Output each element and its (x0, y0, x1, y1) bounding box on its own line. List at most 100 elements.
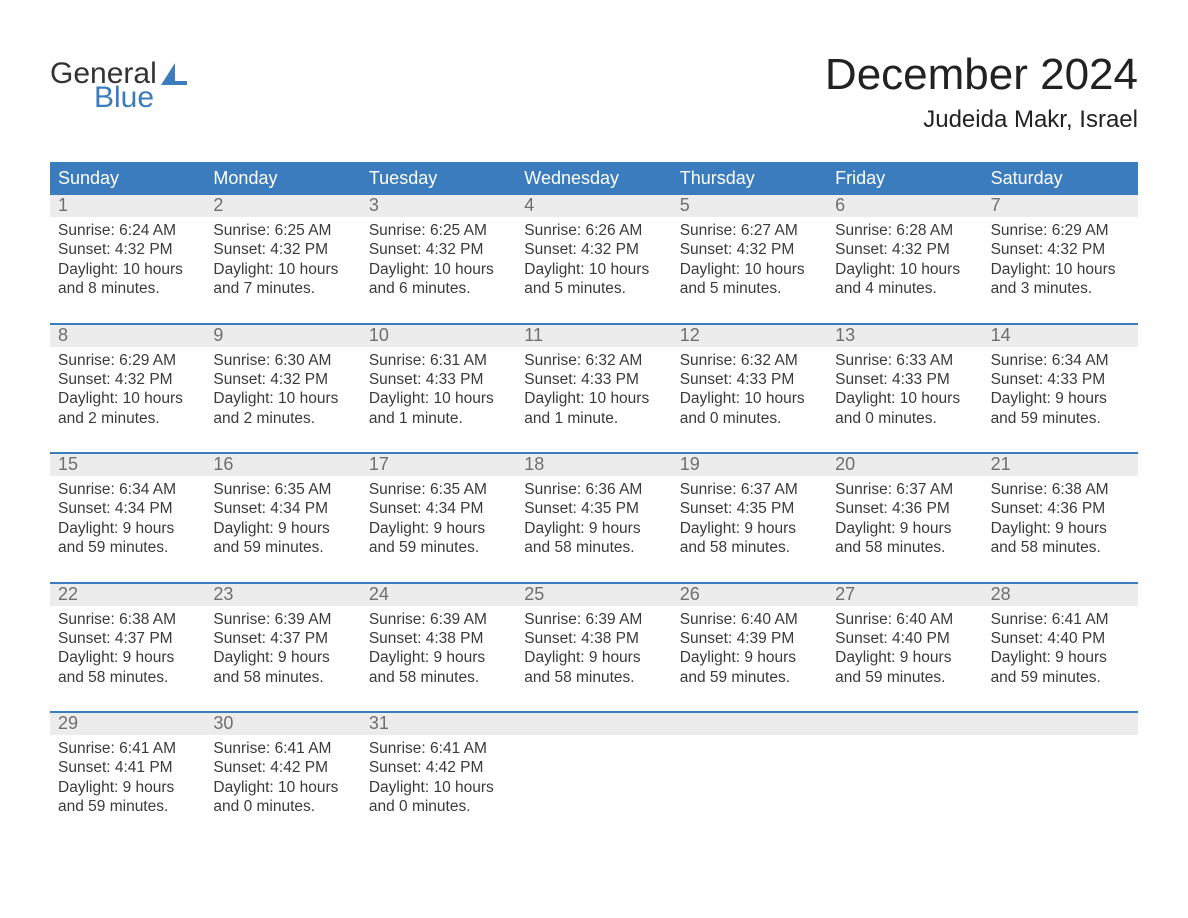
daylight-line2: and 5 minutes. (524, 279, 663, 298)
day-cell: Sunrise: 6:35 AMSunset: 4:34 PMDaylight:… (361, 476, 516, 564)
daylight-line1: Daylight: 9 hours (835, 648, 974, 667)
daylight-line1: Daylight: 10 hours (835, 260, 974, 279)
daylight-line1: Daylight: 10 hours (524, 389, 663, 408)
sunset: Sunset: 4:33 PM (524, 370, 663, 389)
sunrise: Sunrise: 6:37 AM (835, 480, 974, 499)
month-title: December 2024 (825, 50, 1138, 100)
daylight-line2: and 8 minutes. (58, 279, 197, 298)
daylight-line1: Daylight: 10 hours (369, 778, 508, 797)
daylight-line2: and 58 minutes. (369, 668, 508, 687)
sunrise: Sunrise: 6:31 AM (369, 351, 508, 370)
daylight-line1: Daylight: 9 hours (58, 778, 197, 797)
daylight-line1: Daylight: 9 hours (991, 519, 1130, 538)
day-number (516, 713, 671, 735)
day-number: 19 (672, 454, 827, 476)
daylight-line1: Daylight: 9 hours (991, 389, 1130, 408)
day-number: 11 (516, 325, 671, 347)
day-cell: Sunrise: 6:40 AMSunset: 4:39 PMDaylight:… (672, 606, 827, 694)
daylight-line2: and 59 minutes. (58, 797, 197, 816)
day-cell: Sunrise: 6:41 AMSunset: 4:41 PMDaylight:… (50, 735, 205, 823)
day-cell: Sunrise: 6:29 AMSunset: 4:32 PMDaylight:… (983, 217, 1138, 305)
day-number: 10 (361, 325, 516, 347)
day-cell: Sunrise: 6:30 AMSunset: 4:32 PMDaylight:… (205, 347, 360, 435)
day-cell: Sunrise: 6:41 AMSunset: 4:42 PMDaylight:… (205, 735, 360, 823)
daylight-line1: Daylight: 10 hours (58, 389, 197, 408)
day-number: 2 (205, 195, 360, 217)
sunrise: Sunrise: 6:38 AM (991, 480, 1130, 499)
sunset: Sunset: 4:36 PM (991, 499, 1130, 518)
day-cell: Sunrise: 6:37 AMSunset: 4:36 PMDaylight:… (827, 476, 982, 564)
calendar-page: General Blue December 2024 Judeida Makr,… (0, 0, 1188, 918)
day-cell: Sunrise: 6:37 AMSunset: 4:35 PMDaylight:… (672, 476, 827, 564)
day-number: 21 (983, 454, 1138, 476)
daylight-line2: and 59 minutes. (369, 538, 508, 557)
day-number: 30 (205, 713, 360, 735)
daylight-line2: and 59 minutes. (680, 668, 819, 687)
daylight-line1: Daylight: 9 hours (213, 519, 352, 538)
day-cell (983, 735, 1138, 823)
sunrise: Sunrise: 6:39 AM (213, 610, 352, 629)
daylight-line1: Daylight: 10 hours (991, 260, 1130, 279)
daylight-line2: and 58 minutes. (835, 538, 974, 557)
day-cell: Sunrise: 6:38 AMSunset: 4:37 PMDaylight:… (50, 606, 205, 694)
daylight-line2: and 0 minutes. (213, 797, 352, 816)
week-1: 1234567Sunrise: 6:24 AMSunset: 4:32 PMDa… (50, 195, 1138, 305)
sunrise: Sunrise: 6:30 AM (213, 351, 352, 370)
daylight-line1: Daylight: 9 hours (213, 648, 352, 667)
daylight-line2: and 0 minutes. (369, 797, 508, 816)
daylight-line2: and 59 minutes. (991, 668, 1130, 687)
brand-logo: General Blue (50, 60, 187, 111)
sunrise: Sunrise: 6:36 AM (524, 480, 663, 499)
sunrise: Sunrise: 6:29 AM (991, 221, 1130, 240)
location: Judeida Makr, Israel (825, 106, 1138, 134)
day-cell: Sunrise: 6:34 AMSunset: 4:34 PMDaylight:… (50, 476, 205, 564)
sail-icon (161, 63, 187, 85)
week-2: 891011121314Sunrise: 6:29 AMSunset: 4:32… (50, 323, 1138, 435)
daylight-line2: and 58 minutes. (524, 538, 663, 557)
daylight-line2: and 59 minutes. (991, 409, 1130, 428)
day-cell: Sunrise: 6:36 AMSunset: 4:35 PMDaylight:… (516, 476, 671, 564)
sunset: Sunset: 4:34 PM (369, 499, 508, 518)
daylight-line2: and 7 minutes. (213, 279, 352, 298)
sunrise: Sunrise: 6:38 AM (58, 610, 197, 629)
daylight-line2: and 2 minutes. (58, 409, 197, 428)
day-cell: Sunrise: 6:24 AMSunset: 4:32 PMDaylight:… (50, 217, 205, 305)
day-cell: Sunrise: 6:32 AMSunset: 4:33 PMDaylight:… (516, 347, 671, 435)
weeks-container: 1234567Sunrise: 6:24 AMSunset: 4:32 PMDa… (50, 195, 1138, 823)
header: General Blue December 2024 Judeida Makr,… (50, 50, 1138, 144)
day-number (672, 713, 827, 735)
day-number: 9 (205, 325, 360, 347)
day-number: 31 (361, 713, 516, 735)
dow-wed: Wednesday (516, 162, 671, 195)
sunset: Sunset: 4:40 PM (991, 629, 1130, 648)
daylight-line1: Daylight: 9 hours (680, 519, 819, 538)
sunset: Sunset: 4:32 PM (680, 240, 819, 259)
daylight-line2: and 1 minute. (524, 409, 663, 428)
daylight-line2: and 58 minutes. (680, 538, 819, 557)
sunrise: Sunrise: 6:41 AM (58, 739, 197, 758)
sunrise: Sunrise: 6:39 AM (369, 610, 508, 629)
day-number: 15 (50, 454, 205, 476)
sunset: Sunset: 4:32 PM (369, 240, 508, 259)
day-cell: Sunrise: 6:27 AMSunset: 4:32 PMDaylight:… (672, 217, 827, 305)
sunrise: Sunrise: 6:41 AM (213, 739, 352, 758)
daylight-line1: Daylight: 10 hours (213, 260, 352, 279)
dow-sun: Sunday (50, 162, 205, 195)
sunset: Sunset: 4:35 PM (524, 499, 663, 518)
daylight-line1: Daylight: 9 hours (58, 648, 197, 667)
sunset: Sunset: 4:39 PM (680, 629, 819, 648)
daylight-line1: Daylight: 9 hours (369, 519, 508, 538)
sunrise: Sunrise: 6:40 AM (680, 610, 819, 629)
sunrise: Sunrise: 6:40 AM (835, 610, 974, 629)
daylight-line2: and 1 minute. (369, 409, 508, 428)
daylight-line1: Daylight: 9 hours (991, 648, 1130, 667)
day-number: 28 (983, 584, 1138, 606)
day-cell: Sunrise: 6:34 AMSunset: 4:33 PMDaylight:… (983, 347, 1138, 435)
sunrise: Sunrise: 6:35 AM (369, 480, 508, 499)
title-block: December 2024 Judeida Makr, Israel (825, 50, 1138, 144)
daynum-row: 891011121314 (50, 325, 1138, 347)
daylight-line1: Daylight: 10 hours (58, 260, 197, 279)
day-number: 20 (827, 454, 982, 476)
day-number: 14 (983, 325, 1138, 347)
sunrise: Sunrise: 6:25 AM (213, 221, 352, 240)
